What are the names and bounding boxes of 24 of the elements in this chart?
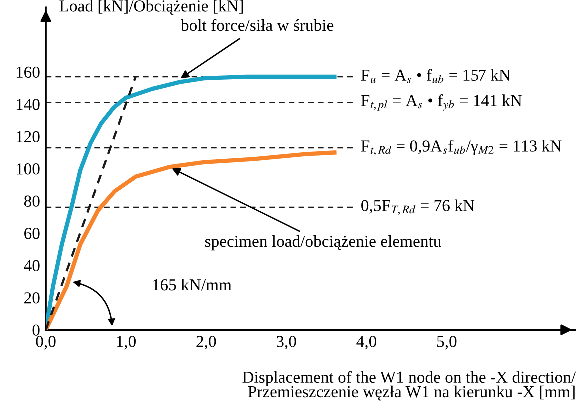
x-tick-label: 0,0 [36, 336, 56, 350]
x-tick-label: 4,0 [356, 336, 377, 350]
ref-line-label: 0,5F$_{T,Rd}$ = 76 kN [362, 200, 475, 216]
text: F$_{t,Rd}$ = 0,9A$_{s}$f$_{ub}$/γ$_{M2}$ = 113 kN [361, 140, 562, 156]
x-tick-label: 3,0 [276, 336, 296, 350]
y-axis-title: Load [kN]/Obciążenie [kN] [60, 0, 244, 15]
y-tick-label: 120 [16, 131, 40, 143]
y-tick-label: 0 [32, 324, 40, 336]
y-tick-label: 140 [16, 99, 40, 110]
x-tick-label: 5,0 [437, 336, 457, 350]
annotation: bolt force/siła w śrubie [180, 19, 334, 32]
annotation: specimen load/obciążenie elementu [205, 235, 442, 251]
y-tick-label: 20 [24, 292, 40, 304]
x-axis-title: Displacement of the W1 node on the -X direction/ Przemieszczenie węzła W1 na kierunku -X [mm] [242, 371, 576, 401]
y-tick-label: 160 [16, 66, 40, 78]
y-tick-label: 80 [24, 196, 40, 208]
y-tick-label: 60 [24, 228, 40, 240]
ref-line-label: F$_{t,pl}$ = A$_{s}$ • f$_{yb}$ = 141 kN [361, 94, 522, 111]
ref-line-label: F$_{u}$ = A$_{s}$ • f$_{ub}$ = 157 kN [361, 69, 511, 84]
annotation: 165 kN/mm [153, 278, 232, 291]
y-tick-label: 40 [24, 260, 40, 272]
x-tick-label: 2,0 [196, 336, 216, 350]
x-tick-label: 1,0 [117, 336, 136, 350]
y-tick-label: 100 [16, 164, 40, 175]
